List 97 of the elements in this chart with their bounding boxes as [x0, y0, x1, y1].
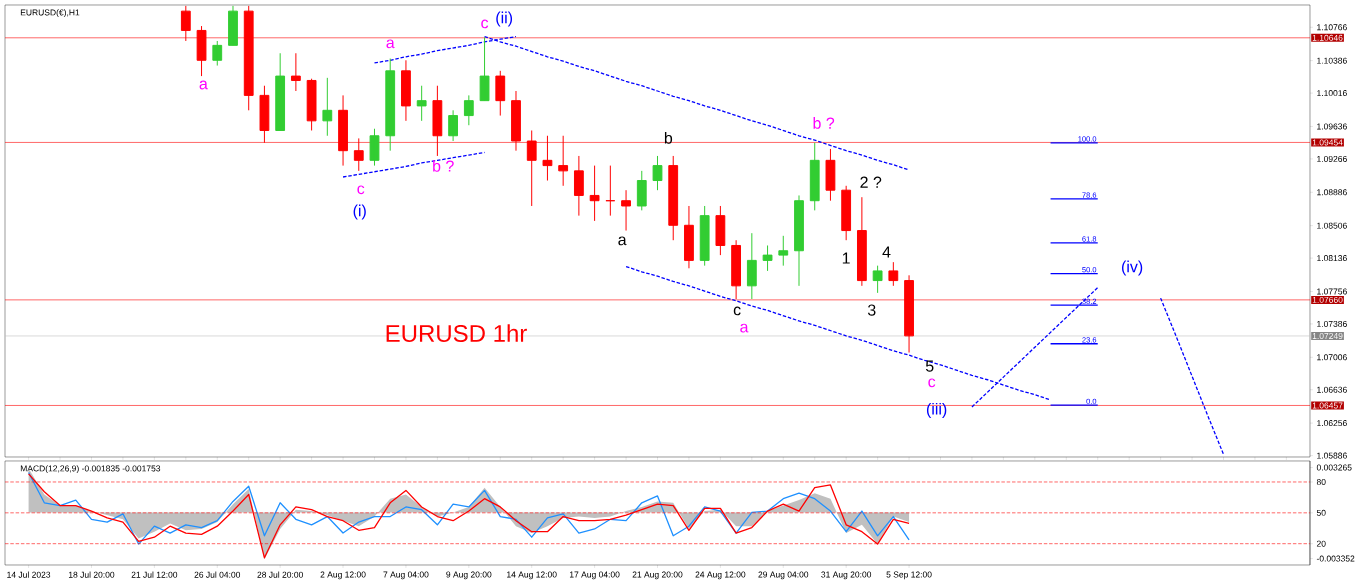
chart-title: EURUSD(€),H1 — [20, 9, 80, 18]
candlestick — [306, 78, 317, 131]
candlestick — [668, 155, 679, 241]
ref-line-label: 1.10646 — [1312, 34, 1343, 41]
y-tick-label: 1.10016 — [1317, 90, 1347, 97]
annotation: EURUSD 1hr — [386, 324, 527, 342]
candlestick — [290, 52, 301, 92]
x-tick-label: 31 Aug 20:00 — [821, 571, 872, 580]
candlestick — [699, 205, 710, 267]
annotation: 4 — [882, 246, 891, 258]
candlestick — [275, 52, 286, 131]
annotation: a — [618, 236, 627, 246]
candlestick — [746, 232, 757, 300]
candlestick — [715, 205, 726, 256]
y-tick-label: 1.10386 — [1317, 57, 1347, 64]
y-tick-label: 1.08506 — [1317, 222, 1347, 229]
y2-tick-label: 50 — [1316, 509, 1326, 516]
annotation: c — [928, 378, 936, 388]
candlestick — [872, 265, 883, 294]
annotation: a — [386, 39, 395, 49]
candlestick — [369, 128, 380, 167]
candlestick — [212, 40, 223, 67]
chart-title: MACD(12,26,9) -0.001835 -0.001753 — [20, 465, 161, 474]
candlestick — [888, 261, 899, 287]
y2-tick-label: 80 — [1316, 478, 1326, 485]
annotation: (i) — [353, 204, 366, 220]
y-tick-label: 1.07006 — [1317, 354, 1347, 361]
candlestick — [684, 205, 694, 269]
y-tick-label: 1.09636 — [1317, 123, 1347, 130]
y-tick-label: 1.05886 — [1317, 452, 1347, 459]
candlestick — [385, 58, 396, 152]
annotation: c — [733, 306, 741, 316]
candlestick — [856, 196, 867, 287]
candlestick — [463, 94, 474, 126]
annotation: c — [481, 19, 489, 29]
candlestick — [636, 170, 647, 211]
y-tick-label: 1.06256 — [1317, 420, 1347, 427]
annotation: (iii) — [926, 402, 947, 418]
candlestick — [416, 85, 427, 122]
x-tick-label: 5 Sep 12:00 — [886, 571, 932, 580]
annotation: b — [664, 132, 673, 144]
x-tick-label: 2 Aug 12:00 — [320, 571, 366, 580]
x-tick-label: 18 Jul 20:00 — [68, 571, 115, 578]
x-tick-label: 21 Aug 20:00 — [632, 571, 683, 580]
candlestick — [652, 155, 663, 191]
candlestick — [228, 5, 238, 46]
candlestick — [825, 148, 836, 202]
y-tick-label: 1.09266 — [1317, 155, 1347, 162]
y-tick-label: 0.003265 — [1316, 464, 1352, 471]
annotation: a — [199, 80, 208, 90]
candlestick — [479, 36, 490, 102]
annotation: b ? — [433, 160, 454, 172]
x-tick-label: 24 Aug 12:00 — [695, 571, 746, 580]
x-tick-label: 28 Jul 20:00 — [257, 571, 303, 578]
candlestick — [841, 185, 852, 241]
y-tick-label: 1.07756 — [1317, 288, 1347, 295]
x-tick-label: 9 Aug 20:00 — [446, 571, 492, 580]
y-tick-label: 1.07386 — [1317, 320, 1347, 327]
ref-line-label: 1.07660 — [1312, 296, 1343, 303]
candlestick — [573, 155, 584, 217]
candlestick — [322, 77, 333, 137]
candlestick — [589, 165, 600, 222]
ref-line-label: 1.06457 — [1312, 402, 1343, 409]
x-tick-label: 7 Aug 04:00 — [383, 571, 429, 580]
x-tick-label: 14 Aug 12:00 — [507, 571, 557, 580]
annotation: a — [740, 323, 749, 333]
x-tick-label: 21 Jul 12:00 — [131, 571, 178, 578]
candlestick — [401, 59, 411, 122]
annotation: (iv) — [1121, 260, 1143, 276]
x-tick-label: 14 Jul 2023 — [7, 571, 51, 578]
candlestick — [794, 194, 804, 287]
candlestick — [605, 165, 616, 217]
y-tick-label: 1.08886 — [1317, 189, 1347, 196]
annotation: 1 — [842, 252, 850, 264]
candlestick — [809, 142, 820, 211]
x-tick-label: 29 Aug 04:00 — [758, 571, 809, 580]
ref-line-label: 1.07249 — [1312, 332, 1343, 339]
y2-tick-label: 20 — [1316, 540, 1326, 547]
annotation: (ii) — [496, 11, 513, 27]
x-tick-label: 17 Aug 04:00 — [569, 571, 620, 580]
y-tick-label: 1.10766 — [1317, 24, 1347, 31]
y-tick-label: -0.003352 — [1316, 555, 1355, 562]
candlestick — [495, 70, 506, 117]
y-tick-label: 1.06636 — [1317, 386, 1347, 393]
candlestick — [621, 189, 631, 232]
candlestick — [448, 109, 459, 142]
x-tick-label: 26 Jul 04:00 — [194, 571, 241, 578]
annotation: 2 ? — [860, 176, 882, 188]
annotation: b ? — [813, 117, 835, 129]
annotation: c — [357, 185, 365, 195]
candlestick — [778, 235, 789, 267]
line-series — [27, 471, 910, 545]
y-tick-label: 1.08136 — [1317, 255, 1347, 262]
ref-line-label: 1.09454 — [1312, 139, 1343, 146]
annotation: 3 — [867, 304, 876, 316]
candlestick — [762, 244, 773, 272]
annotation: 5 — [925, 360, 934, 372]
